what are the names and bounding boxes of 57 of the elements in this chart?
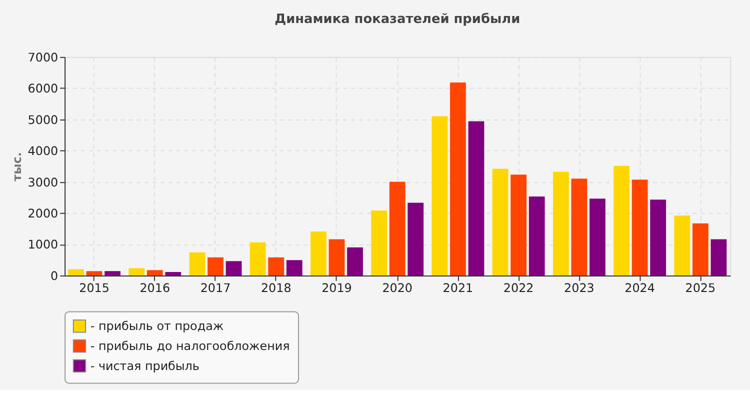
bar	[650, 200, 666, 276]
bar	[389, 182, 406, 276]
y-tick-label: 5000	[28, 112, 58, 127]
bar	[250, 242, 266, 276]
bar	[189, 252, 206, 276]
y-tick-label: 6000	[28, 82, 58, 96]
bar	[528, 196, 545, 276]
y-tick-label: 3000	[28, 175, 58, 190]
x-tick-label: 2025	[685, 280, 716, 295]
legend-label: - прибыль до налогообложения	[90, 338, 290, 353]
bar	[165, 272, 182, 276]
y-tick-label: 2000	[28, 206, 58, 220]
bar	[614, 166, 630, 276]
bar	[68, 269, 84, 276]
x-tick-label: 2023	[564, 280, 594, 295]
bar	[492, 168, 508, 276]
x-tick-label: 2022	[503, 280, 534, 295]
bar	[146, 270, 163, 276]
bar	[674, 216, 690, 276]
bar	[128, 268, 145, 276]
x-tick-label: 2017	[200, 280, 231, 295]
bar	[450, 82, 466, 276]
y-tick-label: 7000	[28, 50, 58, 64]
bar	[86, 271, 102, 276]
bar	[710, 239, 727, 276]
bar	[510, 174, 527, 276]
bar	[104, 271, 120, 276]
bar	[208, 257, 224, 276]
x-tick-label: 2020	[382, 280, 413, 295]
y-tick-label: 0	[50, 268, 58, 283]
bar	[310, 231, 326, 276]
y-tick-label: 1000	[28, 238, 58, 252]
x-tick-label: 2021	[442, 280, 474, 295]
x-tick-label: 2018	[260, 280, 292, 295]
bar	[590, 198, 606, 276]
bar	[432, 116, 448, 276]
legend-label: - прибыль от продаж	[90, 319, 224, 334]
bar	[632, 180, 648, 276]
bar	[226, 261, 242, 276]
legend-label: - чистая прибыль	[90, 358, 200, 373]
bar	[286, 260, 302, 276]
bar	[371, 210, 388, 276]
y-tick-label: 4000	[28, 144, 58, 158]
bar	[328, 239, 345, 276]
bar	[408, 202, 424, 276]
chart-title: Динамика показателей прибыли	[274, 12, 520, 28]
bar	[268, 257, 284, 276]
bar	[347, 247, 363, 276]
x-tick-label: 2019	[322, 280, 352, 295]
y-axis-title: тыс.	[10, 152, 24, 182]
bar	[692, 223, 708, 276]
x-tick-label: 2016	[140, 280, 170, 295]
x-tick-label: 2015	[79, 280, 110, 295]
x-tick-label: 2024	[624, 280, 655, 295]
bar	[552, 172, 569, 276]
bar	[571, 178, 588, 276]
bar	[468, 121, 484, 276]
